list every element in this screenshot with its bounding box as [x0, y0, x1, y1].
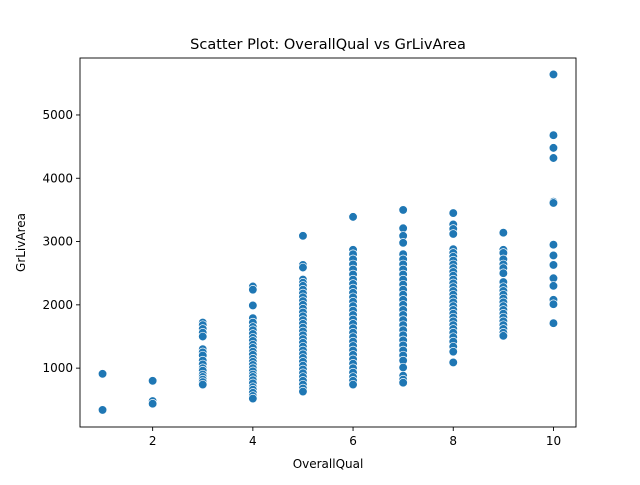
data-point	[548, 143, 559, 153]
data-point	[398, 362, 408, 373]
data-point	[548, 318, 559, 328]
data-point	[348, 212, 358, 222]
chart-title: Scatter Plot: OverallQual vs GrLivArea	[190, 37, 466, 53]
data-point	[548, 299, 559, 309]
data-point	[498, 228, 509, 238]
plot-area-frame	[79, 57, 577, 428]
x-tick-label: 2	[149, 434, 157, 448]
data-point	[548, 198, 559, 208]
data-point	[548, 240, 559, 250]
data-point	[398, 378, 408, 388]
data-point	[548, 153, 559, 163]
x-tick-label: 6	[349, 434, 357, 448]
x-axis-label: OverallQual	[293, 457, 364, 471]
x-tick-label: 8	[449, 434, 457, 448]
data-point	[498, 268, 509, 278]
data-point	[498, 331, 509, 341]
data-point	[248, 285, 258, 295]
data-point	[298, 262, 308, 273]
data-point	[398, 205, 408, 215]
points-layer	[97, 69, 559, 415]
data-point	[398, 238, 408, 248]
data-point	[448, 357, 458, 368]
data-point	[348, 379, 358, 390]
data-point	[198, 379, 208, 390]
y-tick-label: 2000	[42, 298, 73, 312]
data-point	[548, 250, 559, 261]
x-axis-ticks: 2 4 6 8 10	[149, 427, 561, 448]
x-tick-label: 10	[546, 434, 561, 448]
y-tick-label: 5000	[42, 108, 73, 122]
data-point	[147, 376, 158, 386]
data-point	[147, 399, 158, 409]
y-tick-label: 3000	[42, 235, 73, 249]
x-tick-label: 4	[249, 434, 257, 448]
data-point	[248, 393, 258, 404]
y-axis-ticks: 1000 2000 3000 4000 5000	[42, 108, 80, 375]
data-point	[298, 231, 308, 241]
data-point	[448, 347, 458, 357]
data-point	[548, 130, 559, 140]
data-point	[97, 405, 108, 415]
data-point	[248, 300, 258, 311]
data-point	[548, 281, 559, 291]
data-point	[548, 69, 559, 80]
y-tick-label: 1000	[42, 361, 73, 375]
data-point	[97, 369, 108, 379]
data-point	[448, 229, 458, 239]
data-point	[298, 386, 308, 397]
data-point	[448, 208, 458, 218]
data-point	[548, 260, 559, 270]
y-tick-label: 4000	[42, 171, 73, 185]
data-point	[198, 331, 208, 342]
y-axis-label: GrLivArea	[14, 213, 28, 272]
